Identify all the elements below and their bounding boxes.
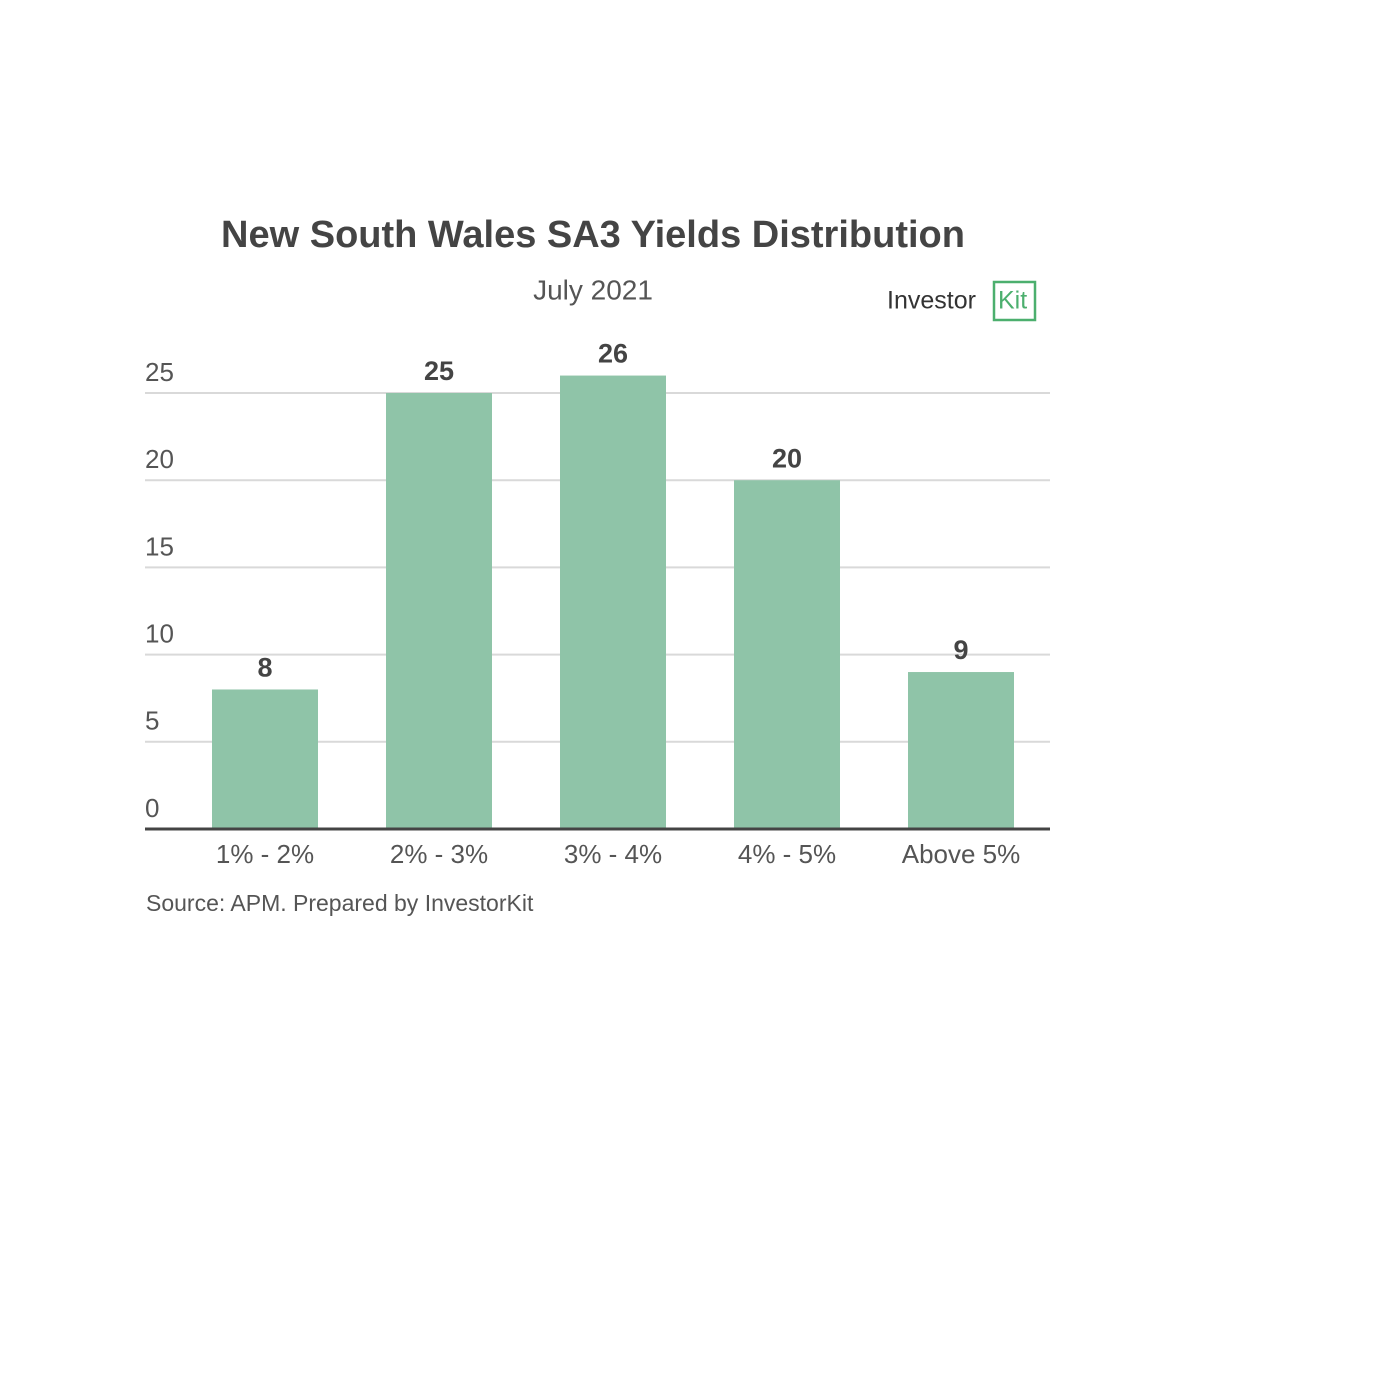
brand-text: Investor [887, 287, 976, 315]
x-tick-label: 1% - 2% [216, 839, 314, 869]
x-tick-label: Above 5% [902, 839, 1021, 869]
value-label: 9 [953, 635, 968, 665]
y-tick-label: 5 [145, 706, 159, 736]
chart-subtitle: July 2021 [533, 274, 653, 305]
y-tick-label: 15 [145, 531, 174, 561]
bar [908, 672, 1014, 829]
y-tick-label: 10 [145, 618, 174, 648]
value-label: 26 [598, 339, 628, 369]
value-label: 8 [257, 653, 272, 683]
y-tick-label: 25 [145, 357, 174, 387]
bar [386, 393, 492, 829]
value-label: 25 [424, 356, 454, 386]
x-tick-label: 3% - 4% [564, 839, 662, 869]
bar [212, 689, 318, 829]
bar [734, 480, 840, 829]
y-tick-label: 0 [145, 793, 159, 823]
brand-accent: Kit [998, 287, 1027, 315]
source-note: Source: APM. Prepared by InvestorKit [146, 890, 534, 916]
value-label: 20 [772, 443, 802, 473]
x-tick-label: 4% - 5% [738, 839, 836, 869]
chart-title: New South Wales SA3 Yields Distribution [221, 214, 965, 256]
y-tick-label: 20 [145, 444, 174, 474]
x-tick-label: 2% - 3% [390, 839, 488, 869]
bar [560, 375, 666, 829]
brand-box [992, 280, 1037, 322]
